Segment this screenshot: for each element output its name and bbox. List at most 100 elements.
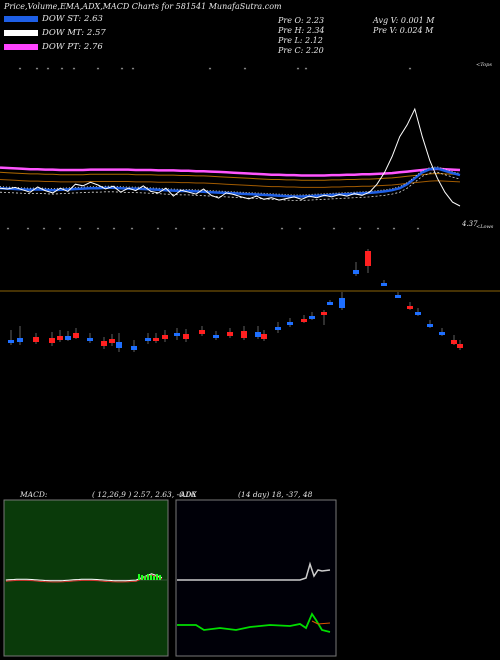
- candle-body: [321, 312, 327, 315]
- top-marker: *: [209, 67, 212, 73]
- legend-swatch-pt: [4, 44, 38, 50]
- prev-volume: Pre V: 0.024 M: [373, 26, 434, 35]
- candle-body: [451, 340, 457, 344]
- candle-body: [287, 322, 293, 325]
- top-marker: *: [61, 67, 64, 73]
- price-tag: 4.37: [462, 220, 478, 228]
- adx-label: ADX: [180, 490, 197, 499]
- low-marker: *: [175, 227, 178, 233]
- top-marker: *: [47, 67, 50, 73]
- candlestick-panel: [8, 249, 463, 352]
- candle-body: [255, 332, 261, 337]
- legend-label-st: DOW ST: 2.63: [42, 14, 103, 24]
- low-marker: *: [281, 227, 284, 233]
- candle-body: [145, 338, 151, 341]
- candle-body: [8, 340, 14, 343]
- price-panel: [0, 107, 461, 207]
- candle-body: [301, 319, 307, 322]
- avg-volume: Avg V: 0.001 M: [373, 16, 435, 25]
- swing-markers: * * * * * * * * * * * * * * * * * * * * * * * * * * * * * * * * *: [7, 67, 420, 233]
- legend-dow-pt: DOW PT: 2.76: [4, 42, 103, 52]
- macd-histogram-bar: [156, 574, 158, 580]
- adx-params: (14 day) 18, -37, 48: [238, 490, 313, 499]
- candle-body: [49, 338, 55, 343]
- legend-label-pt: DOW PT: 2.76: [42, 42, 103, 52]
- candle-body: [33, 337, 39, 342]
- adx-panel-frame: [175, 499, 337, 657]
- candle-body: [199, 330, 205, 334]
- macd-signal-line: [5, 574, 163, 583]
- tops-label: <Tops: [476, 62, 492, 68]
- ema-line-orange-1: [0, 171, 461, 181]
- candle-body: [57, 336, 63, 340]
- top-marker: *: [19, 67, 22, 73]
- candle-body: [213, 335, 219, 338]
- candle-body: [131, 346, 137, 350]
- candle-body: [65, 336, 71, 340]
- ema-line-dotted: [0, 171, 461, 201]
- chart-title: Price,Volume,EMA,ADX,MACD Charts for 581…: [4, 2, 282, 11]
- legend-swatch-mt: [4, 30, 38, 36]
- prev-open: Pre O: 2.23: [278, 16, 325, 25]
- top-marker: *: [244, 67, 247, 73]
- macd-histogram-bar: [159, 575, 161, 580]
- legend-label-mt: DOW MT: 2.57: [42, 28, 106, 38]
- candle-body: [116, 342, 122, 348]
- dow-st-line: [0, 167, 461, 198]
- top-marker: *: [121, 67, 124, 73]
- macd-line: [5, 573, 163, 582]
- candle-body: [109, 339, 115, 343]
- low-marker: *: [203, 227, 206, 233]
- adx-line: [177, 612, 331, 633]
- top-marker: *: [73, 67, 76, 73]
- candle-body: [183, 334, 189, 339]
- legend-dow-mt: DOW MT: 2.57: [4, 28, 106, 38]
- top-marker: *: [297, 67, 300, 73]
- macd-histogram-bar: [153, 576, 155, 580]
- candle-body: [365, 251, 371, 266]
- candle-body: [275, 327, 281, 330]
- candle-body: [261, 334, 267, 339]
- macd-histogram-bar: [144, 576, 146, 580]
- candle-body: [309, 316, 315, 319]
- low-marker: *: [113, 227, 116, 233]
- legend-swatch-st: [4, 16, 38, 22]
- low-marker: *: [377, 227, 380, 233]
- low-marker: *: [43, 227, 46, 233]
- adx-panel: [175, 499, 337, 657]
- top-marker: *: [305, 67, 308, 73]
- low-marker: *: [299, 227, 302, 233]
- prev-high: Pre H: 2.34: [278, 26, 325, 35]
- low-marker: *: [27, 227, 30, 233]
- low-marker: *: [393, 227, 396, 233]
- candle-body: [17, 338, 23, 342]
- low-marker: *: [79, 227, 82, 233]
- candle-body: [153, 338, 159, 341]
- candle-body: [457, 344, 463, 348]
- candle-body: [395, 295, 401, 298]
- candle-body: [407, 306, 413, 309]
- candle-body: [415, 312, 421, 315]
- macd-histogram-bar: [141, 575, 143, 580]
- candle-body: [339, 298, 345, 308]
- ema-line-orange-2: [0, 179, 461, 188]
- top-marker: *: [132, 67, 135, 73]
- low-marker: *: [213, 227, 216, 233]
- top-marker: *: [97, 67, 100, 73]
- macd-histogram-bar: [138, 574, 140, 580]
- candle-body: [241, 331, 247, 338]
- top-marker: *: [409, 67, 412, 73]
- candle-body: [353, 270, 359, 274]
- top-marker: *: [36, 67, 39, 73]
- low-marker: *: [59, 227, 62, 233]
- macd-histogram-bar: [150, 575, 152, 580]
- candle-body: [174, 333, 180, 336]
- adx-minus-di-line: [311, 620, 331, 625]
- candle-body: [381, 283, 387, 286]
- macd-label: MACD:: [20, 490, 48, 499]
- low-marker: *: [333, 227, 336, 233]
- low-marker: *: [7, 227, 10, 233]
- legend-dow-st: DOW ST: 2.63: [4, 14, 103, 24]
- low-marker: *: [417, 227, 420, 233]
- candle-body: [427, 324, 433, 327]
